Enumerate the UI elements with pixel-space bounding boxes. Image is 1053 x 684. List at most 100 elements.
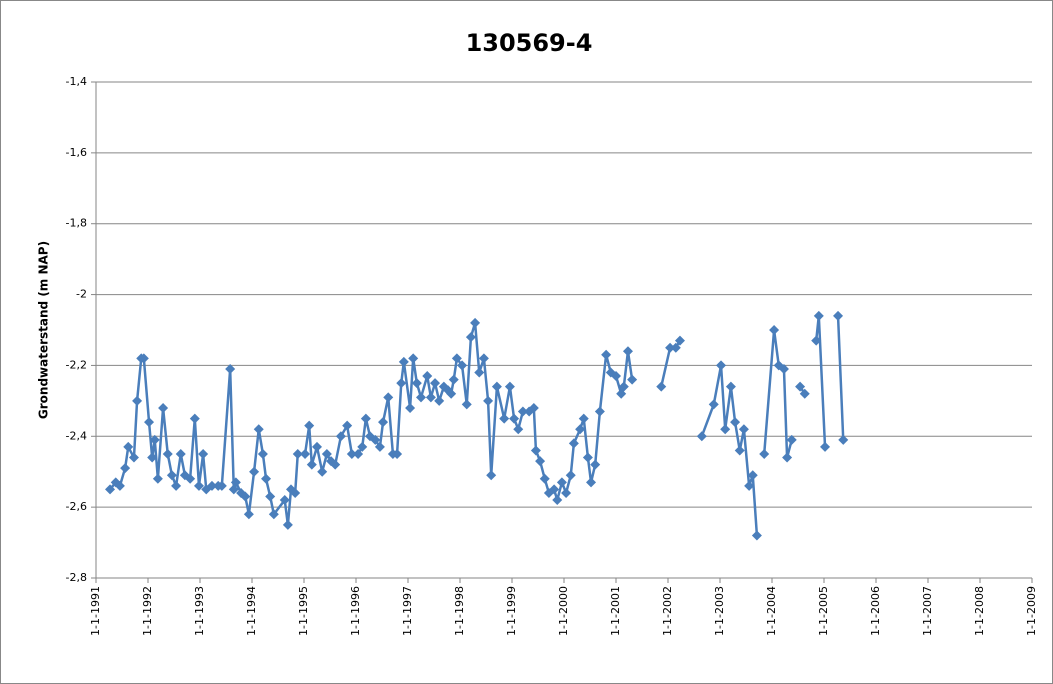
data-point — [528, 402, 539, 413]
data-point — [149, 434, 160, 445]
x-tick-label: 1-1-2000 — [557, 586, 570, 636]
data-point — [411, 378, 422, 389]
data-point — [586, 477, 597, 488]
data-point — [335, 431, 346, 442]
y-tick-label: -2,8 — [66, 571, 87, 584]
data-point — [799, 388, 810, 399]
data-point — [370, 434, 381, 445]
data-point — [360, 413, 371, 424]
x-tick-label: 1-1-2004 — [765, 586, 778, 636]
data-point — [483, 395, 494, 406]
data-point — [249, 466, 260, 477]
data-point — [561, 487, 572, 498]
data-point — [627, 374, 638, 385]
data-point — [504, 381, 515, 392]
data-point — [243, 509, 254, 520]
chart-title: 130569-4 — [466, 29, 593, 57]
data-point — [378, 417, 389, 428]
y-axis-label: Grondwaterstand (m NAP) — [37, 241, 51, 419]
data-point — [152, 473, 163, 484]
data-point — [405, 402, 416, 413]
y-tick-label: -2,2 — [66, 358, 87, 371]
y-tick-label: -2,6 — [66, 500, 87, 513]
data-point — [517, 406, 528, 417]
data-point — [491, 381, 502, 392]
data-point — [565, 470, 576, 481]
data-point — [228, 484, 239, 495]
x-tick-label: 1-1-2001 — [609, 586, 622, 636]
data-point — [838, 434, 849, 445]
data-point — [408, 353, 419, 364]
y-tick-label: -1,6 — [66, 146, 87, 159]
data-point — [193, 480, 204, 491]
data-point — [422, 371, 433, 382]
y-tick-label: -1,8 — [66, 217, 87, 230]
data-point — [778, 363, 789, 374]
data-point — [656, 381, 667, 392]
data-point — [552, 495, 563, 506]
data-point — [734, 445, 745, 456]
x-tick-label: 1-1-1997 — [401, 586, 414, 636]
data-point — [175, 449, 186, 459]
data-point — [744, 480, 755, 491]
data-point — [416, 392, 426, 403]
data-point — [300, 449, 311, 459]
data-point — [465, 332, 476, 343]
data-point — [216, 480, 227, 491]
data-point — [353, 449, 364, 459]
data-point — [317, 466, 328, 477]
data-point — [549, 484, 560, 495]
data-point — [330, 459, 341, 470]
data-point — [268, 509, 279, 520]
data-point — [582, 452, 593, 463]
x-tick-label: 1-1-1991 — [89, 586, 102, 636]
data-point — [811, 335, 822, 346]
data-point — [147, 452, 158, 463]
data-point — [425, 392, 436, 403]
x-tick-label: 1-1-2005 — [817, 586, 830, 636]
data-point — [499, 413, 510, 424]
data-point — [396, 378, 407, 389]
data-point — [240, 491, 251, 502]
data-point — [128, 452, 139, 463]
y-tick-label: -1,4 — [66, 75, 87, 88]
x-tick-label: 1-1-2009 — [1025, 586, 1038, 636]
data-point — [594, 406, 605, 417]
data-point — [257, 449, 268, 459]
data-point — [513, 424, 524, 435]
data-point — [198, 449, 209, 459]
data-point — [448, 374, 459, 385]
data-point — [138, 353, 149, 364]
data-point — [304, 420, 315, 431]
data-point — [114, 480, 125, 491]
data-point — [795, 381, 806, 392]
data-point — [383, 392, 394, 403]
data-point — [611, 371, 621, 382]
data-point — [622, 346, 633, 357]
data-point — [374, 441, 385, 452]
x-tick-label: 1-1-1993 — [193, 586, 206, 636]
data-point — [813, 310, 824, 321]
data-point — [120, 463, 131, 474]
data-point — [674, 335, 685, 346]
data-point — [253, 424, 264, 435]
data-point — [539, 473, 550, 484]
data-point — [556, 477, 567, 488]
x-tick-label: 1-1-1995 — [297, 586, 310, 636]
y-tick-label: -2,4 — [66, 429, 87, 442]
x-tick-label: 1-1-1992 — [141, 586, 154, 636]
data-point — [820, 441, 831, 452]
data-point — [434, 395, 445, 406]
x-tick-label: 1-1-2003 — [713, 586, 726, 636]
data-point — [430, 378, 441, 389]
data-point — [261, 473, 272, 484]
data-point — [509, 413, 520, 424]
y-tick-label: -2 — [76, 288, 87, 301]
data-point — [759, 449, 770, 459]
data-point — [132, 395, 143, 406]
data-point — [225, 363, 236, 374]
data-point — [162, 449, 173, 459]
data-point — [265, 491, 276, 502]
data-point — [342, 420, 353, 431]
